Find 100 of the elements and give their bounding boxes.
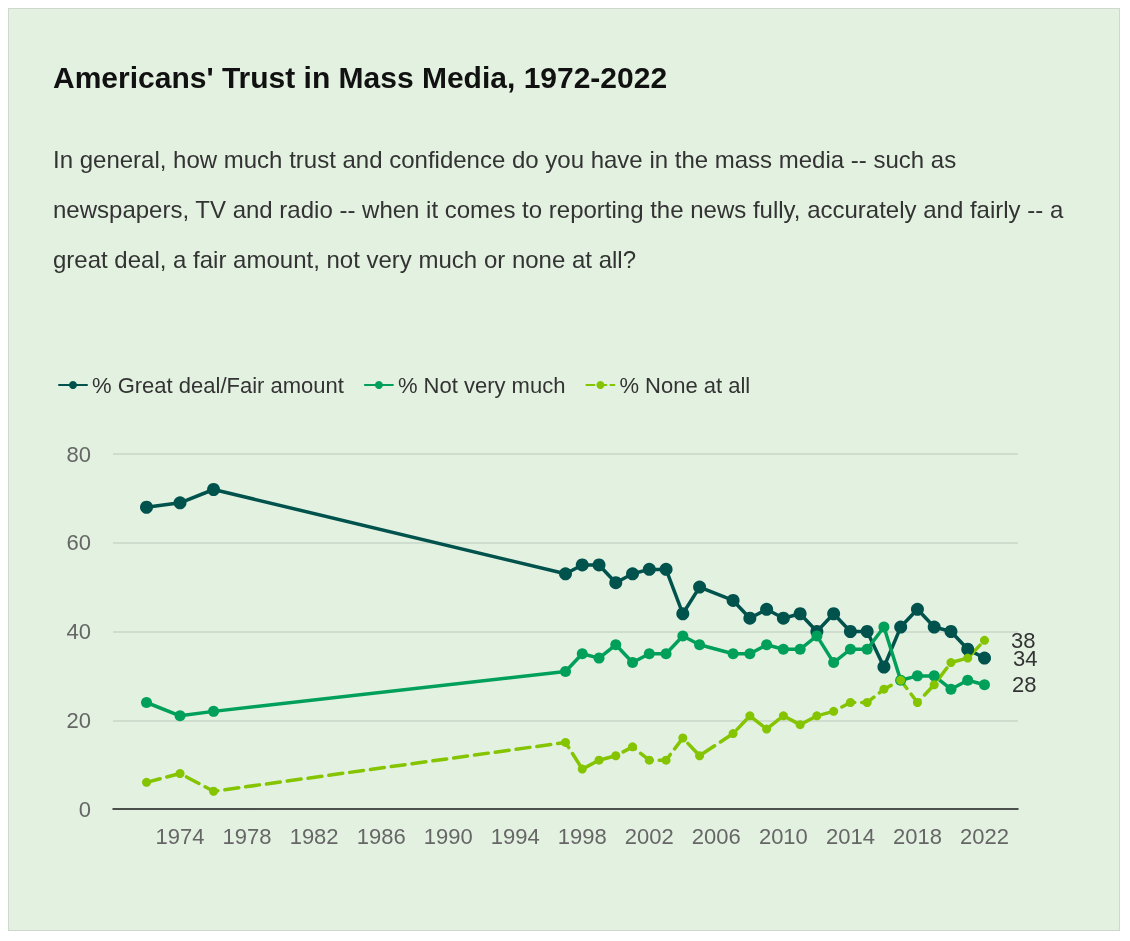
point [678, 733, 688, 743]
point [661, 755, 671, 765]
x-tick-label: 1998 [557, 823, 607, 849]
point [695, 751, 705, 761]
point [927, 620, 941, 634]
point [576, 648, 588, 660]
x-tick-label: 1982 [289, 823, 339, 849]
y-tick-label: 60 [66, 530, 91, 556]
point [575, 558, 589, 572]
point [760, 602, 774, 616]
point [978, 679, 990, 691]
point [174, 710, 186, 722]
y-tick-label: 80 [66, 441, 91, 467]
y-tick-label: 40 [66, 619, 91, 644]
point [561, 737, 570, 747]
point [644, 755, 654, 765]
x-tick-label: 1974 [155, 823, 205, 849]
x-tick-label: 1986 [356, 823, 406, 849]
point [878, 621, 890, 633]
y-tick-label: 0 [78, 796, 91, 822]
x-tick-label: 1994 [490, 823, 540, 849]
point [912, 698, 922, 707]
point [141, 697, 153, 708]
point [676, 607, 690, 621]
point [862, 698, 872, 707]
point [642, 562, 656, 576]
chart-title: Americans' Trust in Mass Media, 1972-2022 [53, 61, 668, 95]
point [743, 611, 757, 625]
point [693, 580, 707, 594]
point [140, 500, 154, 514]
point [977, 651, 991, 665]
point [829, 706, 839, 716]
point [208, 705, 220, 717]
point [628, 742, 638, 752]
x-tick-label: 2022 [960, 823, 1009, 849]
point [845, 698, 855, 707]
point [962, 674, 974, 686]
point [744, 648, 756, 660]
point [945, 683, 957, 695]
point [173, 496, 187, 510]
point [593, 652, 605, 664]
point [611, 751, 621, 761]
point [577, 764, 587, 774]
point [811, 630, 823, 642]
point [761, 639, 773, 651]
point [944, 625, 958, 638]
point [861, 643, 873, 655]
x-tick-label: 2002 [624, 823, 674, 849]
point [795, 720, 805, 730]
point [694, 639, 706, 651]
point [726, 593, 740, 607]
point [560, 665, 571, 677]
point [592, 558, 606, 572]
point [609, 576, 623, 590]
point [946, 658, 956, 668]
x-tick-label: 1990 [423, 823, 473, 849]
point [627, 657, 639, 669]
point [677, 630, 689, 642]
point [610, 639, 622, 651]
x-tick-label: 2014 [825, 823, 875, 849]
y-tick-label: 20 [66, 707, 91, 733]
point [660, 648, 672, 660]
point [777, 643, 789, 655]
point [877, 660, 891, 674]
point [727, 648, 739, 660]
point [762, 724, 772, 734]
point [910, 602, 924, 616]
point [745, 711, 755, 721]
point [778, 711, 788, 721]
point [929, 680, 939, 690]
point [894, 620, 908, 634]
point [626, 567, 640, 581]
point [844, 643, 856, 655]
point [928, 670, 940, 682]
point [961, 642, 975, 656]
chart-subtitle: In general, how much trust and confidence do you have in the mass media -- such as newspapers, TV and radio -- when it comes to reporting the news fully, accurately and fairly -- a great deal, a fair amount, not very much or none at all? [53, 145, 1065, 275]
point [643, 648, 655, 660]
point [209, 786, 219, 796]
point [594, 755, 604, 765]
point [979, 635, 989, 645]
point [175, 769, 185, 778]
point [860, 625, 874, 638]
point [207, 483, 221, 496]
point [659, 562, 673, 576]
x-tick-label: 2006 [691, 823, 741, 849]
point [794, 643, 806, 655]
point [963, 653, 973, 663]
point [776, 611, 790, 625]
point [812, 711, 822, 721]
x-tick-label: 2018 [892, 823, 942, 849]
point [728, 729, 738, 739]
point [911, 670, 923, 682]
legend-label: % None at all [619, 372, 751, 398]
point [828, 657, 840, 669]
legend-label: % Great deal/Fair amount [92, 372, 344, 398]
point [142, 777, 152, 787]
x-tick-label: 2010 [758, 823, 808, 849]
point [879, 684, 889, 694]
x-tick-label: 1978 [222, 823, 272, 849]
legend-label: % Not very much [397, 372, 566, 398]
